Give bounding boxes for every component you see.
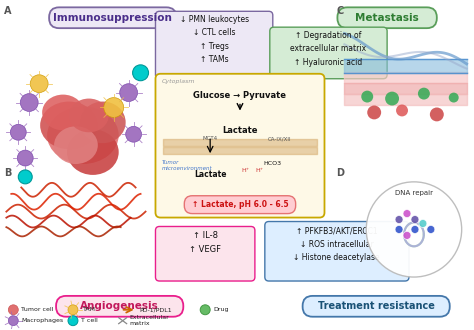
Circle shape	[366, 182, 462, 277]
Text: Lactate: Lactate	[222, 126, 258, 135]
Circle shape	[430, 108, 444, 121]
Circle shape	[396, 105, 408, 116]
Circle shape	[361, 91, 373, 103]
Text: ↑ Degradation of
extracellular matrix
↑ Hyaluronic acid: ↑ Degradation of extracellular matrix ↑ …	[291, 31, 366, 67]
Ellipse shape	[47, 107, 118, 164]
FancyBboxPatch shape	[155, 226, 255, 281]
Circle shape	[385, 92, 399, 106]
Circle shape	[395, 215, 403, 223]
Text: TAM: TAM	[83, 307, 96, 312]
Text: Extracellular
matrix: Extracellular matrix	[129, 315, 169, 326]
Text: Treatment resistance: Treatment resistance	[318, 301, 435, 311]
Text: DNA repair: DNA repair	[395, 190, 433, 196]
Circle shape	[120, 84, 137, 102]
Circle shape	[411, 225, 419, 233]
Text: Metastasis: Metastasis	[355, 13, 419, 23]
Text: A: A	[4, 6, 12, 16]
FancyBboxPatch shape	[184, 196, 296, 214]
Text: Immunosuppression: Immunosuppression	[53, 13, 172, 23]
Text: CA-IX/XII: CA-IX/XII	[268, 136, 292, 141]
Ellipse shape	[67, 129, 118, 175]
Text: ↓ PMN leukocytes
↓ CTL cells
↑ Tregs
↑ TAMs: ↓ PMN leukocytes ↓ CTL cells ↑ Tregs ↑ T…	[180, 15, 249, 64]
Circle shape	[427, 225, 435, 233]
Circle shape	[419, 219, 427, 227]
Text: H⁺: H⁺	[241, 168, 249, 173]
Circle shape	[9, 305, 18, 315]
Text: Cytoplasm: Cytoplasm	[162, 79, 195, 84]
Circle shape	[449, 93, 459, 103]
Text: Tumor cell: Tumor cell	[21, 307, 54, 312]
Text: ↑ IL-8
↑ VEGF: ↑ IL-8 ↑ VEGF	[189, 231, 221, 254]
Circle shape	[20, 94, 38, 112]
Circle shape	[395, 225, 403, 233]
Circle shape	[418, 88, 430, 100]
FancyBboxPatch shape	[56, 296, 183, 317]
FancyBboxPatch shape	[155, 74, 325, 217]
Text: T cell: T cell	[81, 318, 98, 323]
Text: Glucose → Pyruvate: Glucose → Pyruvate	[193, 91, 286, 100]
FancyBboxPatch shape	[302, 296, 450, 317]
Text: Angiogenesis: Angiogenesis	[80, 301, 159, 311]
Circle shape	[9, 316, 18, 326]
Text: B: B	[4, 168, 12, 178]
FancyBboxPatch shape	[155, 11, 273, 79]
Text: ↑ PFKFB3/AKT/ERCC1
↓ ROS intracellular
↓ Histone deacetylase: ↑ PFKFB3/AKT/ERCC1 ↓ ROS intracellular ↓…	[293, 226, 380, 262]
FancyBboxPatch shape	[265, 221, 409, 281]
Ellipse shape	[42, 95, 84, 130]
Circle shape	[411, 215, 419, 223]
Circle shape	[30, 75, 48, 93]
Circle shape	[10, 124, 26, 140]
Text: H⁺: H⁺	[256, 168, 264, 173]
FancyBboxPatch shape	[270, 27, 387, 79]
Circle shape	[403, 231, 411, 239]
Circle shape	[126, 126, 142, 142]
Text: D: D	[337, 168, 345, 178]
Text: ↑ Lactate, pH 6.0 - 6.5: ↑ Lactate, pH 6.0 - 6.5	[191, 200, 288, 209]
Circle shape	[200, 305, 210, 315]
Circle shape	[68, 316, 78, 326]
Circle shape	[104, 98, 124, 117]
Circle shape	[133, 65, 148, 81]
FancyBboxPatch shape	[49, 7, 176, 28]
Ellipse shape	[54, 126, 98, 164]
Text: PD-1/PDL1: PD-1/PDL1	[139, 307, 172, 312]
Circle shape	[403, 210, 411, 217]
Ellipse shape	[69, 99, 109, 132]
Text: Macrophages: Macrophages	[21, 318, 64, 323]
Text: Tumor
microenvironment: Tumor microenvironment	[162, 160, 212, 171]
Text: HCO3: HCO3	[264, 161, 282, 166]
FancyBboxPatch shape	[337, 7, 437, 28]
Ellipse shape	[40, 102, 98, 149]
Text: MCT4: MCT4	[202, 136, 218, 141]
Circle shape	[367, 106, 381, 119]
Circle shape	[17, 150, 33, 166]
Text: Drug: Drug	[213, 307, 228, 312]
Text: Lactate: Lactate	[194, 170, 227, 179]
Ellipse shape	[80, 102, 126, 143]
Circle shape	[18, 170, 32, 184]
Circle shape	[68, 305, 78, 315]
Text: C: C	[337, 6, 344, 16]
